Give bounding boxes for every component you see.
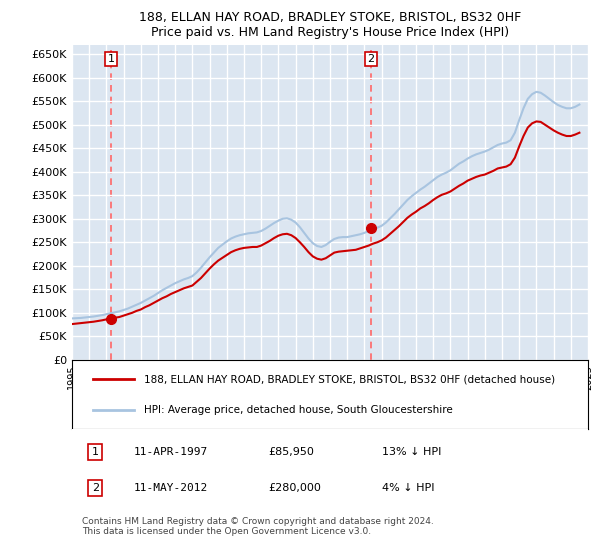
Text: £85,950: £85,950: [268, 447, 314, 457]
Text: 2: 2: [92, 483, 99, 493]
Text: 1: 1: [108, 54, 115, 64]
Text: 13% ↓ HPI: 13% ↓ HPI: [382, 447, 441, 457]
Text: 4% ↓ HPI: 4% ↓ HPI: [382, 483, 434, 493]
Text: £280,000: £280,000: [268, 483, 321, 493]
Title: 188, ELLAN HAY ROAD, BRADLEY STOKE, BRISTOL, BS32 0HF
Price paid vs. HM Land Reg: 188, ELLAN HAY ROAD, BRADLEY STOKE, BRIS…: [139, 11, 521, 39]
Text: 11-MAY-2012: 11-MAY-2012: [134, 483, 208, 493]
Text: 2: 2: [367, 54, 374, 64]
Text: 11-APR-1997: 11-APR-1997: [134, 447, 208, 457]
Text: 1: 1: [92, 447, 99, 457]
Text: HPI: Average price, detached house, South Gloucestershire: HPI: Average price, detached house, Sout…: [144, 405, 453, 415]
Text: Contains HM Land Registry data © Crown copyright and database right 2024.
This d: Contains HM Land Registry data © Crown c…: [82, 517, 434, 536]
Text: 188, ELLAN HAY ROAD, BRADLEY STOKE, BRISTOL, BS32 0HF (detached house): 188, ELLAN HAY ROAD, BRADLEY STOKE, BRIS…: [144, 374, 556, 384]
